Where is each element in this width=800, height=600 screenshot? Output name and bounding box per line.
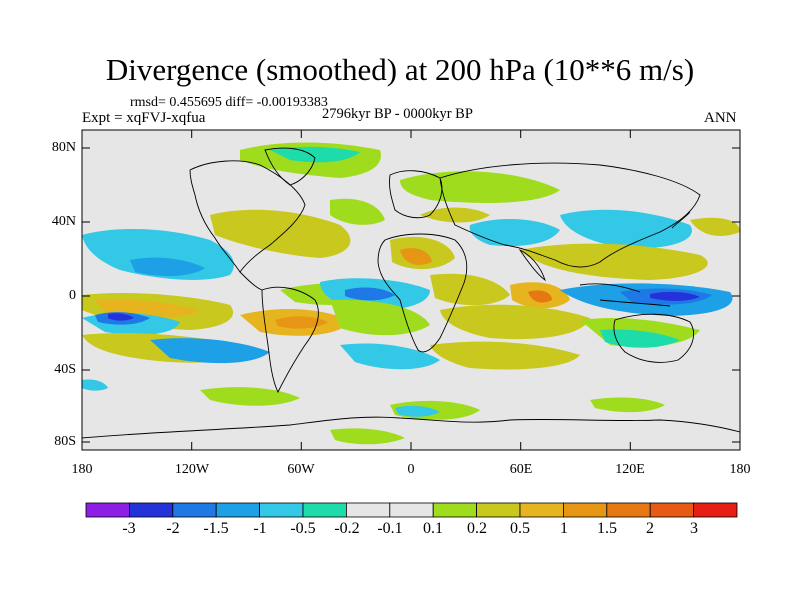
colorbar-box [172,502,217,518]
colorbar-label: -2 [166,520,180,537]
field-region [430,273,510,306]
colorbar-label: 1.5 [597,520,617,537]
colorbar-label: -0.1 [377,520,403,537]
colorbar-box [302,502,347,518]
field-region [150,338,270,364]
divergence-field [82,130,740,450]
field-region [270,146,360,163]
colorbar [85,502,738,518]
lat-label-80n: 80N [51,140,76,155]
field-region [400,248,432,265]
stats-line: rmsd= 0.455695 diff= -0.00193383 [130,95,328,110]
coastline-indonesia [579,283,671,307]
colorbar-box [345,502,391,518]
coastline-north-america [189,160,306,273]
colorbar-label: -1.5 [203,520,229,537]
experiment-label: Expt = xqFVJ-xqfua [82,110,206,126]
colorbar-label: 0.1 [423,520,443,537]
colorbar-box [128,502,174,518]
field-region [340,343,440,370]
field-region [520,243,708,280]
field-region [469,218,560,247]
field-region [345,287,395,301]
period-label: 2796kyr BP - 0000kyr BP [322,106,473,122]
lat-label-0: 0 [69,288,76,303]
coastline-greenland [264,147,316,186]
field-region [420,207,490,223]
field-region [440,304,590,340]
field-region [200,387,300,406]
colorbar-box [476,502,521,518]
lon-label-180e: 180 [729,462,751,477]
colorbar-box [693,502,738,518]
field-region [330,428,405,445]
lon-label-60e: 60E [509,462,533,477]
coastline-india [518,248,546,282]
lon-ticks [81,130,741,450]
colorbar-label: -1 [253,520,267,537]
colorbar-box [389,502,434,518]
colorbar-box [519,502,564,518]
colorbar-label: -0.5 [290,520,316,537]
colorbar-label: 0.5 [510,520,530,537]
field-region [528,290,552,303]
lat-label-40n: 40N [51,214,76,229]
field-region [275,316,328,329]
colorbar-label: -3 [122,520,136,537]
colorbar-box [259,502,304,518]
lat-label-80s: 80S [54,434,76,449]
lon-label-120w: 120W [174,462,210,477]
colorbar-label: 2 [646,520,654,537]
colorbar-box [563,502,608,518]
colorbar-box [649,502,695,518]
colorbar-label: 1 [560,520,568,537]
lat-ticks [82,147,740,443]
field-region [600,329,680,348]
lon-label-0: 0 [407,462,415,477]
colorbar-box [85,502,130,518]
coastline-antarctica [82,416,740,439]
colorbar-label: 3 [690,520,698,537]
lon-label-60w: 60W [287,462,315,477]
field-region [130,257,205,277]
colorbar-box [215,502,260,518]
lon-label-180w: 180 [71,462,93,477]
coastlines [82,147,740,439]
field-region [108,313,134,321]
season-label: ANN [704,110,737,126]
field-region [650,291,700,301]
field-region [560,209,692,249]
colorbar-label: 0.2 [467,520,487,537]
coastline-south-america [261,286,319,394]
colorbar-label: -0.2 [334,520,360,537]
lat-label-40s: 40S [54,362,76,377]
field-region [395,405,440,417]
field-region [430,341,580,370]
field-region [330,299,430,336]
coastline-australia [613,313,694,363]
chart-title: Divergence (smoothed) at 200 hPa (10**6 … [105,52,695,87]
field-region [690,217,740,236]
field-region [590,397,665,413]
colorbar-box [606,502,651,518]
coastline-asia [439,162,701,268]
field-region [210,209,351,258]
field-region [82,379,108,391]
field-region [330,198,385,225]
coastline-central-america [239,271,263,291]
coastline-europe [389,170,443,219]
colorbar-box [432,502,478,518]
lon-label-120e: 120E [615,462,645,477]
coastline-japan [671,211,691,229]
coastline-africa [377,233,468,353]
